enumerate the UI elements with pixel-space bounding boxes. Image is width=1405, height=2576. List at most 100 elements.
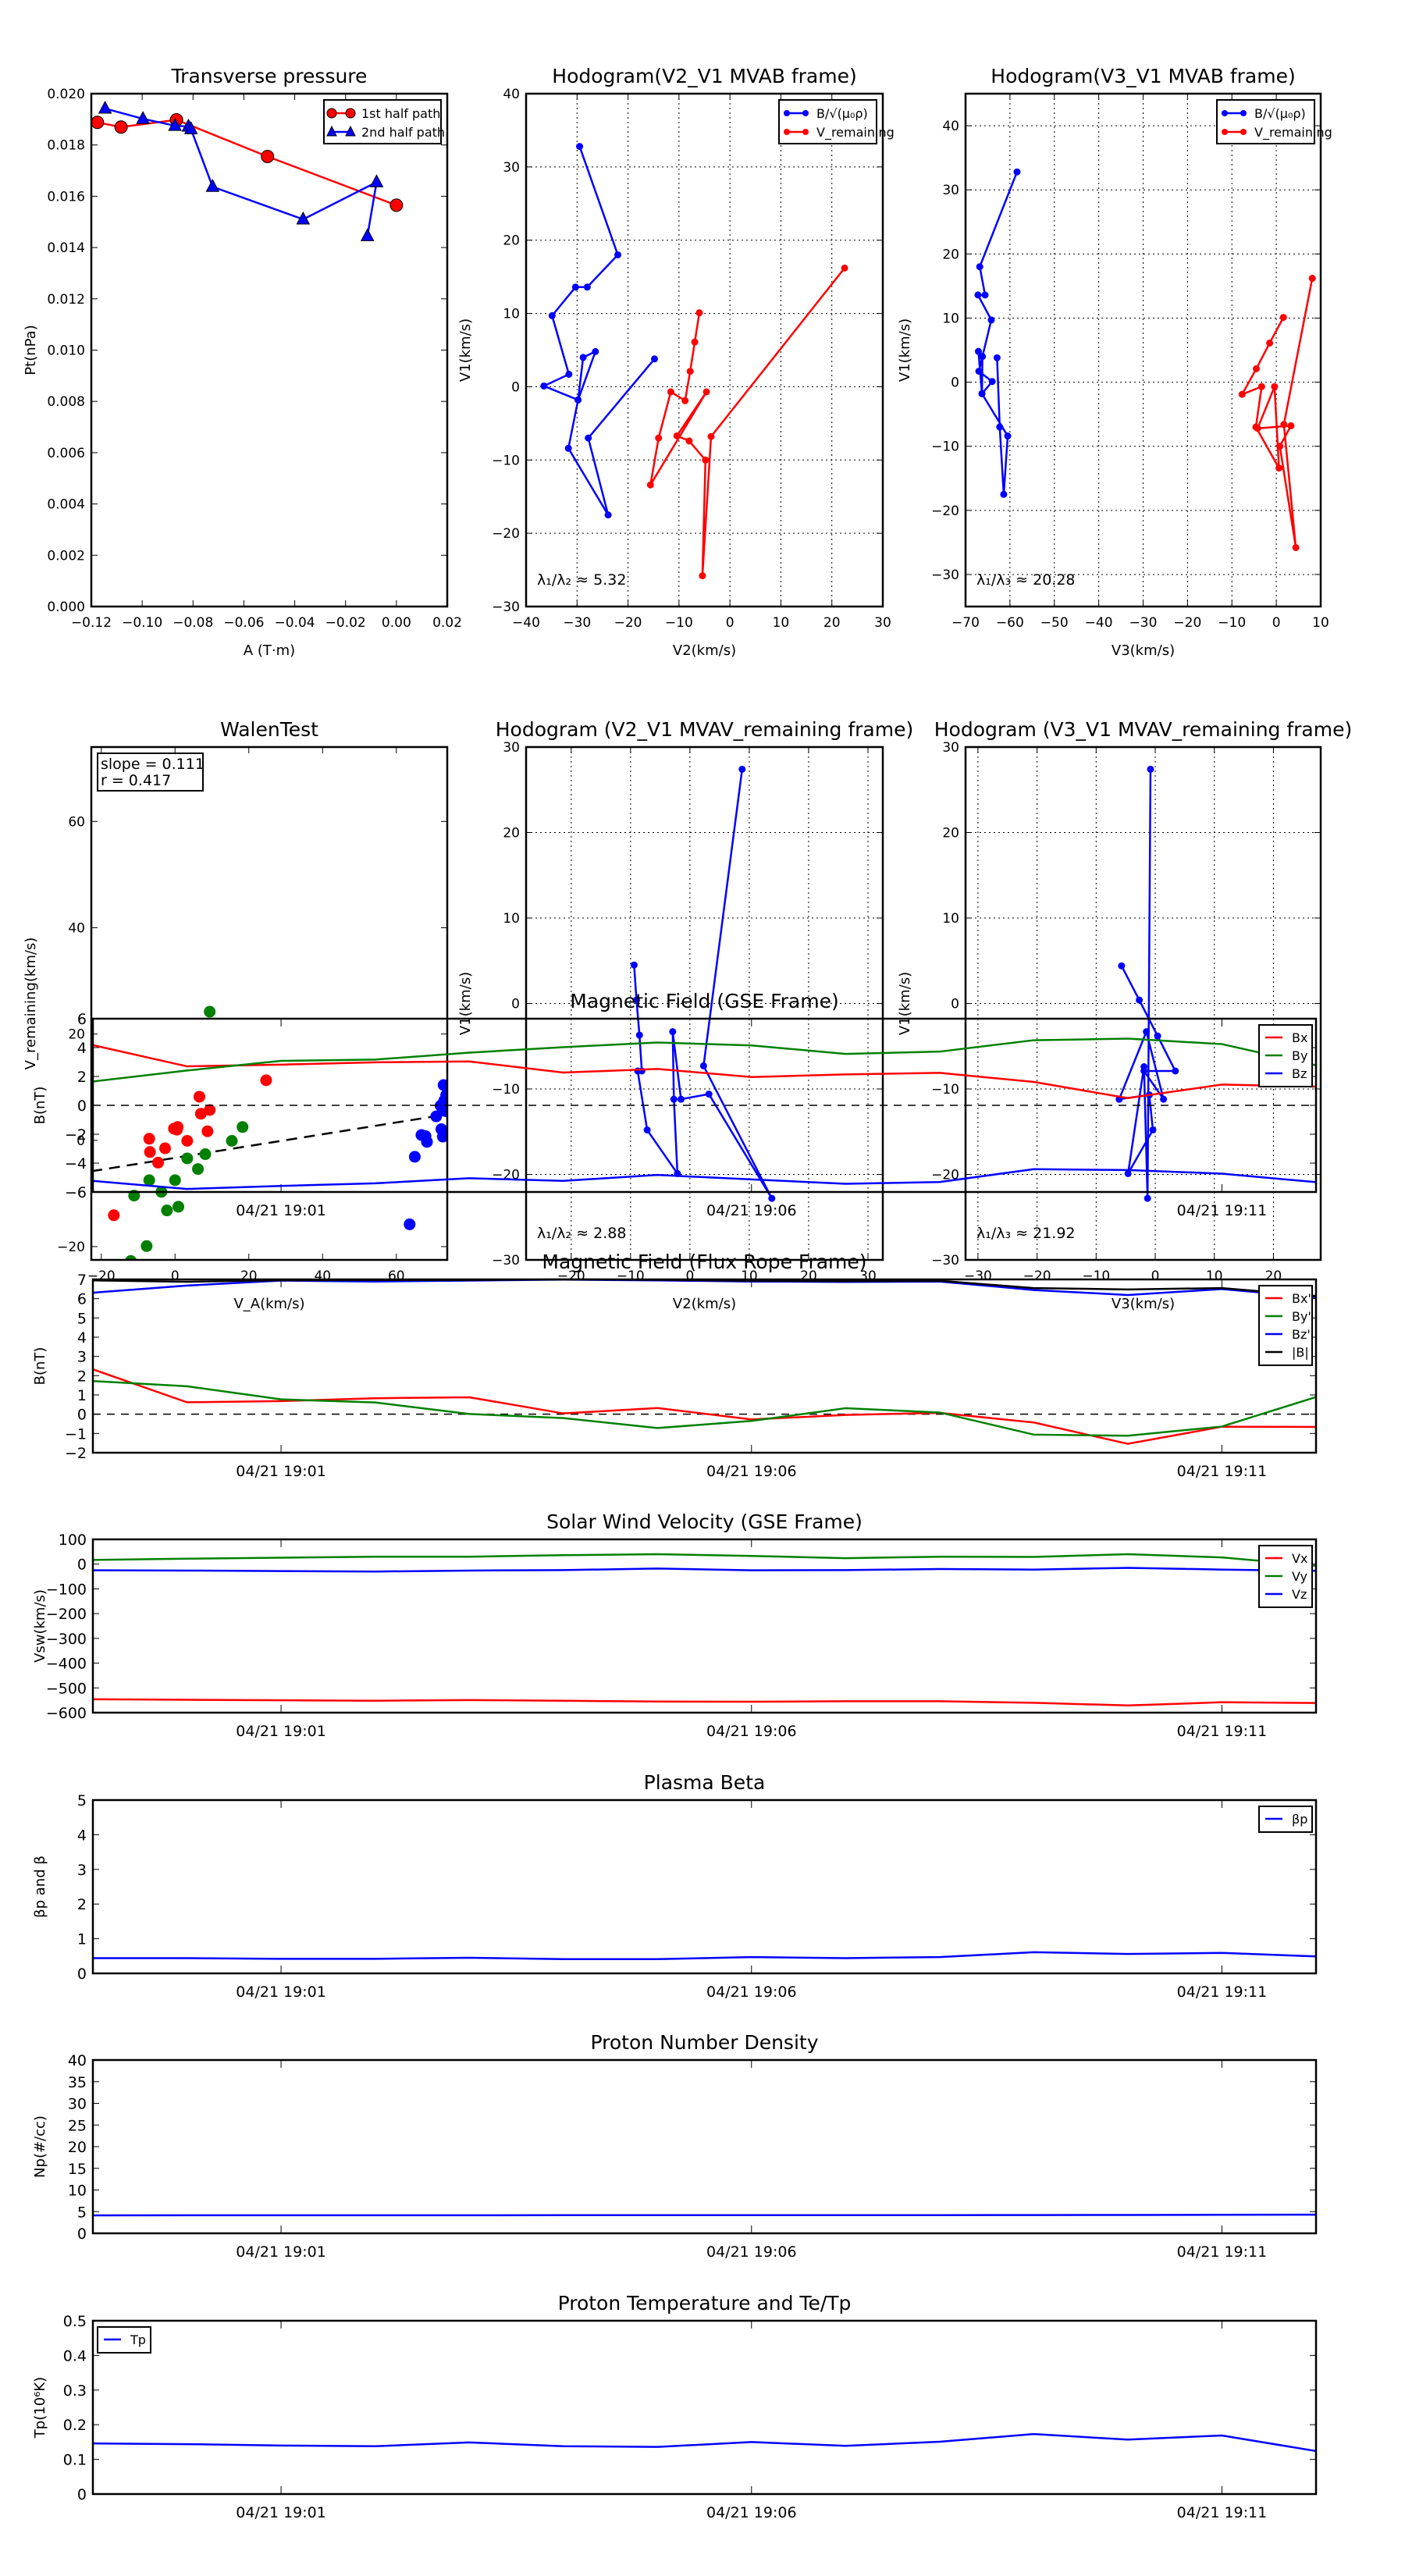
- series-line-tp: [92, 2432, 1317, 2453]
- eigenvalue-ratio-label: λ₁/λ₃ ≈ 21.92: [976, 1225, 1076, 1242]
- legend: 1st half path 2nd half path: [323, 99, 445, 144]
- axes-frame: [91, 1538, 1318, 1714]
- y-tick-label: 10: [68, 2183, 87, 2200]
- legend-item: Vy: [1265, 1569, 1307, 1584]
- data-point: [440, 1128, 447, 1140]
- y-tick-label: 30: [68, 2096, 87, 2113]
- data-point: [634, 1067, 642, 1075]
- y-axis-label: B(nT): [32, 1087, 48, 1125]
- chart-walen-test: WalenTest−20 0 20 40 60−200204060V_A(km/s)V_…: [23, 718, 449, 1312]
- y-tick-label: 0: [77, 1098, 87, 1115]
- data-point: [1266, 339, 1274, 347]
- y-tick-label: −2: [65, 1445, 87, 1462]
- chart-transverse-pressure: Transverse pressure−0.12 −0.10 −0.08 −0.06−…: [23, 65, 462, 659]
- data-point: [152, 1156, 165, 1169]
- data-point: [204, 1104, 216, 1116]
- axes-frame: [91, 1017, 1318, 1194]
- chart-magnetic-field-gse: Magnetic Field (GSE Frame)−6−4−2024604/2…: [32, 990, 1318, 1219]
- series-v-remaining: [646, 264, 848, 580]
- y-axis-label: V1(km/s): [897, 972, 913, 1035]
- data-point: [172, 1121, 184, 1133]
- data-point: [669, 1028, 677, 1036]
- data-point: [192, 1163, 205, 1176]
- y-tick-label: −20: [931, 503, 959, 519]
- legend-marker: [802, 110, 809, 116]
- x-tick-label: 0: [685, 1268, 694, 1284]
- y-tick-label: 2: [77, 1896, 87, 1913]
- y-tick-label: 40: [942, 119, 959, 134]
- data-point: [169, 1174, 181, 1187]
- chart-title: Plasma Beta: [644, 1771, 766, 1794]
- y-axis-label: Np(#/cc): [32, 2115, 48, 2178]
- data-point: [583, 283, 591, 291]
- data-point: [1308, 275, 1316, 283]
- x-tick-label: 04/21 19:11: [1177, 2504, 1268, 2521]
- data-point: [974, 347, 982, 355]
- y-tick-label: 0.016: [47, 189, 85, 205]
- data-point: [140, 1240, 153, 1252]
- chart-title: Proton Temperature and Te/Tp: [558, 2292, 852, 2314]
- data-point: [1004, 432, 1012, 440]
- data-point: [98, 100, 112, 114]
- data-point: [1136, 996, 1144, 1004]
- y-tick-label: −600: [46, 1705, 87, 1722]
- y-tick-label: 100: [59, 1532, 87, 1549]
- legend: Vx Vy Vz: [1258, 1545, 1313, 1608]
- series-component-1: [108, 1074, 272, 1222]
- data-point: [159, 1142, 172, 1155]
- data-point: [574, 396, 582, 404]
- legend: βp: [1258, 1806, 1313, 1833]
- x-tick-label: 04/21 19:06: [706, 2504, 797, 2521]
- axes-frame: [91, 1278, 1318, 1454]
- data-point: [655, 434, 663, 442]
- data-point: [699, 572, 706, 580]
- y-tick-label: 0.018: [47, 138, 85, 154]
- data-point: [437, 1079, 447, 1091]
- x-tick-label: 04/21 19:11: [1177, 1202, 1268, 1219]
- x-tick-label: 04/21 19:01: [236, 2504, 326, 2521]
- series-b-: [540, 143, 659, 519]
- data-point: [738, 765, 746, 773]
- legend: Bx By Bz: [1258, 1024, 1313, 1087]
- data-point: [841, 264, 848, 272]
- legend-label: B/√(μ₀ρ): [1254, 106, 1306, 121]
- data-point: [681, 397, 689, 404]
- axes-frame: [525, 745, 884, 1261]
- y-tick-label: 25: [68, 2117, 87, 2134]
- data-point: [108, 1209, 120, 1222]
- y-tick-label: −400: [46, 1656, 87, 1673]
- legend-label: V_remaining: [1254, 125, 1332, 141]
- legend-label: Bz': [1292, 1327, 1311, 1342]
- legend-marker: [1240, 129, 1247, 135]
- legend-item: 2nd half path: [326, 125, 445, 140]
- y-tick-label: 0.5: [63, 2313, 87, 2330]
- data-point: [630, 961, 638, 969]
- series-line-bx: [92, 1044, 1317, 1100]
- y-tick-label: −100: [46, 1581, 87, 1598]
- x-tick-label: 04/21 19:06: [706, 1202, 797, 1219]
- data-point: [1279, 314, 1287, 322]
- y-tick-label: 10: [942, 311, 959, 326]
- legend-marker: [345, 108, 356, 119]
- x-tick-label: 0.02: [432, 615, 462, 631]
- data-point: [439, 1105, 447, 1117]
- y-tick-label: −10: [931, 1082, 959, 1098]
- data-point: [667, 388, 674, 396]
- legend-item: B/√(μ₀ρ): [1222, 106, 1306, 121]
- fit-stats-frame: [97, 753, 204, 792]
- legend-item: By': [1265, 1309, 1311, 1324]
- y-tick-label: 1: [77, 1387, 87, 1404]
- data-point: [673, 432, 681, 439]
- data-point: [1275, 464, 1283, 472]
- y-tick-label: 0.000: [47, 600, 85, 615]
- x-tick-label: 30: [874, 615, 891, 631]
- y-tick-label: 3: [77, 1349, 87, 1366]
- y-tick-label: 40: [68, 2052, 87, 2069]
- axes-frame: [91, 2319, 1318, 2496]
- chart-magnetic-field-flux-rope: Magnetic Field (Flux Rope Frame)−2−10123…: [32, 1251, 1318, 1480]
- x-tick-label: −10: [1082, 1268, 1110, 1284]
- y-tick-label: 0: [951, 997, 959, 1012]
- y-tick-label: 35: [68, 2074, 87, 2091]
- data-point: [125, 1254, 137, 1260]
- data-point: [408, 1151, 421, 1163]
